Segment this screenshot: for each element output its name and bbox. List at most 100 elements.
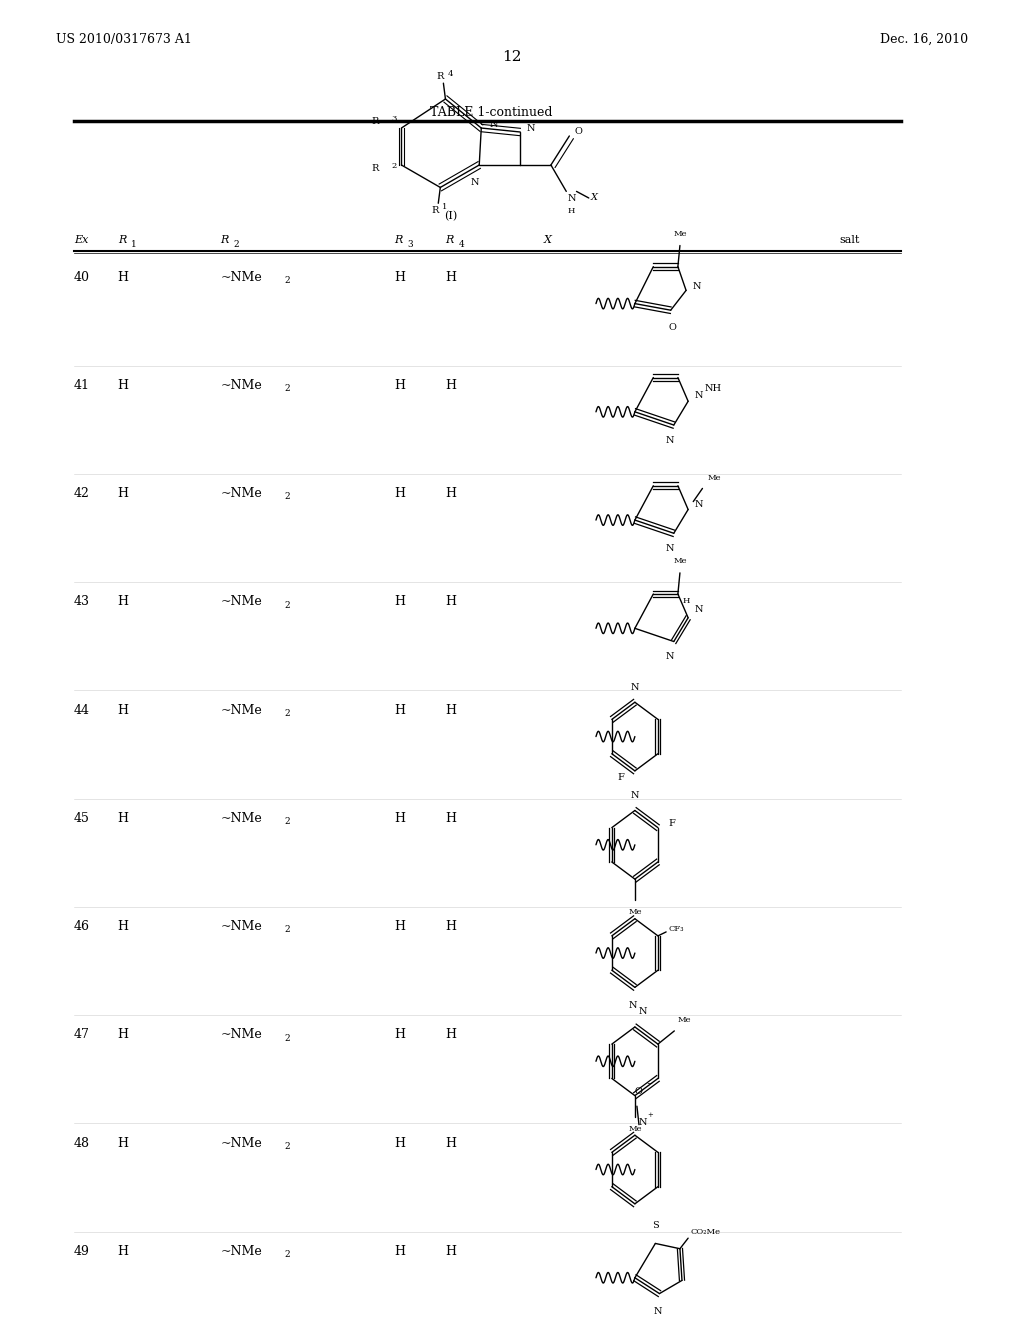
- Text: Me: Me: [673, 230, 687, 238]
- Text: H: H: [394, 271, 406, 284]
- Text: Me: Me: [673, 557, 687, 565]
- Text: S: S: [652, 1221, 658, 1230]
- Text: F: F: [669, 820, 675, 828]
- Text: salt: salt: [840, 235, 860, 246]
- Text: H: H: [118, 379, 129, 392]
- Text: CO₂Me: CO₂Me: [690, 1228, 720, 1236]
- Text: 4: 4: [447, 70, 453, 78]
- Text: ~NMe: ~NMe: [220, 379, 262, 392]
- Text: NH: NH: [705, 384, 722, 392]
- Text: Dec. 16, 2010: Dec. 16, 2010: [880, 33, 968, 46]
- Text: 46: 46: [74, 920, 90, 933]
- Text: R: R: [436, 71, 444, 81]
- Text: 2: 2: [285, 492, 290, 502]
- Text: −: −: [646, 1080, 652, 1088]
- Text: H: H: [118, 812, 129, 825]
- Text: ~NMe: ~NMe: [220, 595, 262, 609]
- Text: H: H: [394, 704, 406, 717]
- Text: R: R: [118, 235, 126, 246]
- Text: H: H: [445, 1028, 457, 1041]
- Text: 2: 2: [285, 817, 290, 826]
- Text: 12: 12: [502, 50, 522, 65]
- Text: H: H: [445, 920, 457, 933]
- Text: ~NMe: ~NMe: [220, 1137, 262, 1150]
- Text: N: N: [631, 682, 639, 692]
- Text: R: R: [372, 165, 379, 173]
- Text: 4: 4: [459, 240, 465, 248]
- Text: H: H: [118, 271, 129, 284]
- Text: Me: Me: [628, 1125, 642, 1133]
- Text: N: N: [666, 544, 674, 553]
- Text: 1: 1: [442, 203, 447, 211]
- Text: H: H: [394, 487, 406, 500]
- Text: O: O: [574, 128, 583, 136]
- Text: N: N: [692, 282, 700, 290]
- Text: 48: 48: [74, 1137, 90, 1150]
- Text: H: H: [445, 1245, 457, 1258]
- Text: +: +: [647, 1111, 653, 1119]
- Text: 44: 44: [74, 704, 90, 717]
- Text: H: H: [118, 704, 129, 717]
- Text: R: R: [431, 206, 439, 215]
- Text: Me: Me: [708, 474, 721, 482]
- Text: N: N: [489, 120, 498, 128]
- Text: H: H: [394, 1137, 406, 1150]
- Text: H: H: [394, 920, 406, 933]
- Text: 49: 49: [74, 1245, 90, 1258]
- Text: H: H: [394, 1028, 406, 1041]
- Text: N: N: [666, 436, 674, 445]
- Text: Me: Me: [628, 908, 642, 916]
- Text: ~NMe: ~NMe: [220, 1245, 262, 1258]
- Text: R: R: [394, 235, 402, 246]
- Text: N: N: [694, 500, 702, 508]
- Text: 2: 2: [285, 1142, 290, 1151]
- Text: (I): (I): [444, 211, 457, 222]
- Text: N: N: [629, 1001, 637, 1010]
- Text: ~NMe: ~NMe: [220, 271, 262, 284]
- Text: H: H: [118, 487, 129, 500]
- Text: ~NMe: ~NMe: [220, 487, 262, 500]
- Text: X: X: [591, 194, 598, 202]
- Text: N: N: [639, 1118, 647, 1127]
- Text: R: R: [372, 117, 379, 125]
- Text: O: O: [669, 323, 677, 333]
- Text: 3: 3: [391, 115, 396, 123]
- Text: H: H: [394, 595, 406, 609]
- Text: H: H: [118, 1028, 129, 1041]
- Text: 2: 2: [285, 1250, 290, 1259]
- Text: H: H: [394, 379, 406, 392]
- Text: N: N: [471, 178, 479, 187]
- Text: 2: 2: [285, 709, 290, 718]
- Text: H: H: [445, 487, 457, 500]
- Text: H: H: [445, 595, 457, 609]
- Text: H: H: [445, 704, 457, 717]
- Text: 40: 40: [74, 271, 90, 284]
- Text: 2: 2: [285, 925, 290, 935]
- Text: 2: 2: [285, 1034, 290, 1043]
- Text: ~NMe: ~NMe: [220, 704, 262, 717]
- Text: H: H: [445, 379, 457, 392]
- Text: ~NMe: ~NMe: [220, 1028, 262, 1041]
- Text: H: H: [118, 1245, 129, 1258]
- Text: H: H: [567, 207, 574, 215]
- Text: 47: 47: [74, 1028, 90, 1041]
- Text: CF₃: CF₃: [669, 925, 684, 933]
- Text: 1: 1: [131, 240, 137, 248]
- Text: H: H: [118, 1137, 129, 1150]
- Text: ~NMe: ~NMe: [220, 812, 262, 825]
- Text: 2: 2: [285, 601, 290, 610]
- Text: R: R: [220, 235, 228, 246]
- Text: 43: 43: [74, 595, 90, 609]
- Text: N: N: [653, 1307, 662, 1316]
- Text: 2: 2: [233, 240, 239, 248]
- Text: N: N: [567, 194, 575, 203]
- Text: N: N: [666, 652, 674, 661]
- Text: H: H: [445, 271, 457, 284]
- Text: Me: Me: [678, 1016, 691, 1024]
- Text: 2: 2: [391, 162, 396, 170]
- Text: H: H: [394, 1245, 406, 1258]
- Text: 45: 45: [74, 812, 90, 825]
- Text: H: H: [118, 920, 129, 933]
- Text: 42: 42: [74, 487, 90, 500]
- Text: US 2010/0317673 A1: US 2010/0317673 A1: [56, 33, 193, 46]
